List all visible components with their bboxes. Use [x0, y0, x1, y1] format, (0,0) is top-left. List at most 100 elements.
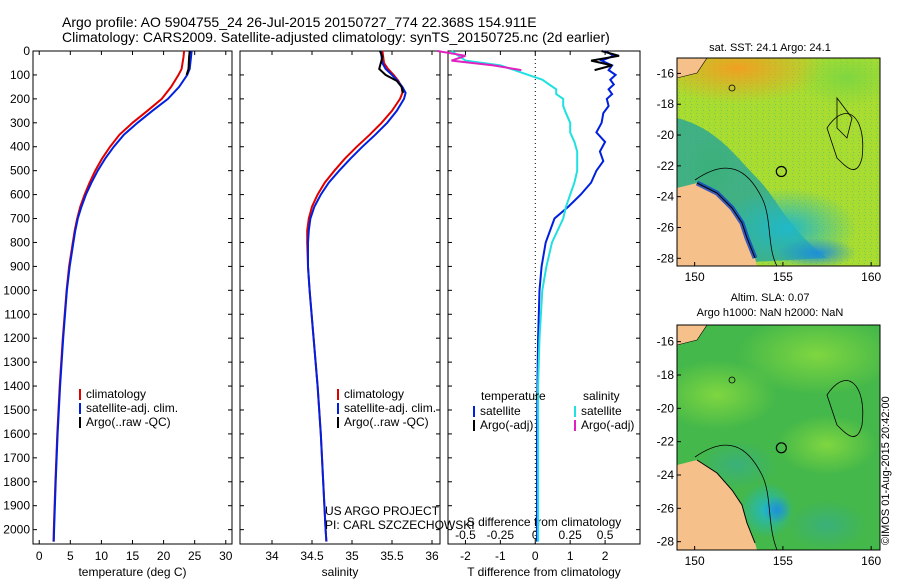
map-y-tick-label: -16 — [657, 335, 675, 349]
map-y-tick-label: -28 — [657, 535, 675, 549]
x-tick-label: 30 — [219, 549, 233, 563]
annotation-pi: PI: CARL SZCZECHOWSKI — [325, 518, 475, 532]
sst-map-image — [677, 58, 880, 266]
series-line-0 — [52, 50, 186, 542]
x-tick-label: 1 — [567, 549, 574, 563]
map-y-tick-label: -26 — [657, 501, 675, 515]
map-frame — [676, 324, 881, 551]
y-tick-label: 300 — [10, 116, 30, 130]
x-tick-label: 0 — [532, 549, 539, 563]
x-tick-label: 20 — [157, 549, 171, 563]
map-x-tick-label: 150 — [685, 270, 705, 284]
y-tick-label: 600 — [10, 188, 30, 202]
y-tick-label: 100 — [10, 68, 30, 82]
header-line-1: Argo profile: AO 5904755_24 26-Jul-2015 … — [62, 14, 537, 30]
sst-map-title: sat. SST: 24.1 Argo: 24.1 — [709, 42, 831, 54]
x-axis-label: T difference from climatology — [467, 565, 621, 579]
annotation-project: US ARGO PROJECT — [325, 504, 440, 518]
y-tick-label: 1300 — [3, 355, 30, 369]
y-tick-label: 0 — [23, 44, 30, 58]
y-tick-label: 1500 — [3, 403, 30, 417]
plot-frame — [239, 50, 441, 545]
x2-tick-label: 0.25 — [559, 528, 583, 542]
map-y-tick-label: -18 — [657, 97, 675, 111]
map-x-tick-label: 150 — [685, 554, 705, 568]
sla-map-subtitle: Argo h1000: NaN h2000: NaN — [697, 307, 844, 319]
legend-label: Argo(-adj) — [581, 418, 634, 432]
map-x-tick-label: 155 — [773, 554, 793, 568]
series-line-1 — [590, 50, 620, 72]
legend-header: temperature — [481, 389, 546, 403]
y-tick-label: 1100 — [4, 307, 30, 321]
y-tick-label: 1700 — [3, 451, 30, 465]
map-y-tick-label: -24 — [657, 190, 675, 204]
map-y-tick-label: -26 — [657, 220, 675, 234]
x-axis-label: temperature (deg C) — [78, 565, 186, 579]
x-tick-label: -2 — [460, 549, 471, 563]
series-line-0 — [536, 50, 618, 542]
x-tick-label: 0 — [36, 549, 43, 563]
y-tick-label: 400 — [10, 140, 30, 154]
x2-tick-label: -0.25 — [487, 528, 515, 542]
legend-label: satellite-adj. clim. — [86, 401, 178, 415]
map-y-tick-label: -28 — [657, 251, 675, 265]
map-x-tick-label: 160 — [861, 554, 881, 568]
sla-map-axes: 150 155 160 -16 -18 -20 -22 -24 -26 -28 — [657, 324, 882, 568]
map-y-tick-label: -18 — [657, 368, 675, 382]
y-tick-label: 200 — [10, 92, 30, 106]
x-tick-label: 35.5 — [380, 549, 404, 563]
plot-frame — [447, 50, 641, 545]
sst-map-axes: 150 155 160 -16 -18 -20 -22 -24 -26 -28 — [657, 57, 882, 284]
legend-header: salinity — [583, 389, 620, 403]
legend-label: Argo(..raw -QC) — [344, 415, 429, 429]
x-tick-label: 5 — [67, 549, 74, 563]
map-y-tick-label: -22 — [657, 159, 675, 173]
y-tick-label: 700 — [10, 212, 30, 226]
sla-map-title: Altim. SLA: 0.07 — [731, 292, 810, 304]
x-tick-label: -1 — [495, 549, 506, 563]
sst-map-panel: sat. SST: 24.1 Argo: 24.1 150 155 160 -16 -1… — [657, 42, 882, 284]
map-x-tick-label: 160 — [861, 270, 881, 284]
y-tick-label: 1200 — [3, 331, 30, 345]
x-tick-label: 34 — [265, 549, 279, 563]
header-line-2: Climatology: CARS2009. Satellite-adjuste… — [62, 29, 610, 45]
legend-label: Argo(..raw -QC) — [86, 415, 171, 429]
y-tick-label: 1000 — [3, 283, 30, 297]
map-y-tick-label: -20 — [657, 128, 675, 142]
legend-label: climatology — [86, 387, 146, 401]
x-tick-label: 36 — [425, 549, 439, 563]
x-tick-label: 35 — [345, 549, 359, 563]
argo-location-marker — [775, 442, 787, 454]
map-frame — [676, 57, 881, 267]
sla-map-panel: Altim. SLA: 0.07 Argo h1000: NaN h2000: … — [657, 292, 882, 568]
series-line-2 — [450, 50, 579, 542]
series-line-3 — [437, 50, 522, 72]
series-line-1 — [52, 50, 193, 542]
x-tick-label: 15 — [126, 549, 140, 563]
x-tick-label: 10 — [95, 549, 109, 563]
legend-label: satellite — [480, 404, 521, 418]
salinity-panel: 34 34.5 35 35.5 36 salinity climatologysatelli… — [239, 50, 475, 579]
y-tick-label: 900 — [10, 259, 30, 273]
y-tick-label: 1400 — [3, 379, 30, 393]
map-x-tick-label: 155 — [773, 270, 793, 284]
plot-frame — [32, 50, 233, 545]
series-line-0 — [306, 50, 404, 542]
x2-axis-label: S difference from climatology — [467, 515, 622, 529]
y-tick-label: 800 — [10, 235, 30, 249]
legend-label: satellite — [581, 404, 622, 418]
argo-location-marker — [775, 165, 787, 178]
x-tick-label: 25 — [188, 549, 202, 563]
x-tick-label: 34.5 — [300, 549, 324, 563]
y-tick-label: 2000 — [3, 523, 30, 537]
temperature-panel: 0100200300400500600700800900100011001200… — [3, 44, 232, 579]
x2-tick-label: -0.5 — [455, 528, 476, 542]
y-tick-label: 1600 — [3, 427, 30, 441]
series-line-1 — [307, 50, 407, 542]
copyright-text: ©IMOS 01-Aug-2015 20:42:00 — [880, 396, 892, 545]
map-y-tick-label: -24 — [657, 468, 675, 482]
y-tick-label: 500 — [10, 164, 30, 178]
y-tick-label: 1900 — [3, 499, 30, 513]
x-axis-label: salinity — [322, 565, 359, 579]
